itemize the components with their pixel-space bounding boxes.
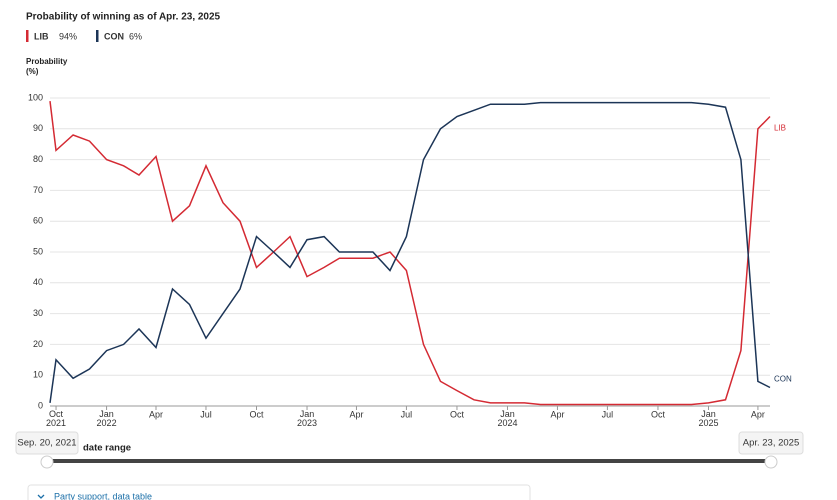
slider-handle[interactable]	[40, 455, 54, 469]
end-label: LIB	[774, 124, 786, 133]
y-tick-label: 10	[33, 370, 43, 380]
legend-value: 6%	[129, 31, 142, 41]
x-tick-label: Jul	[200, 409, 212, 419]
legend-value: 94%	[59, 31, 77, 41]
x-tick-label: Oct 2021	[46, 409, 66, 428]
range-end: Apr. 23, 2025	[743, 438, 800, 449]
series-line	[49, 101, 771, 404]
end-label: CON	[774, 375, 792, 384]
x-tick-label: Jul	[602, 409, 614, 419]
x-tick-label: Jan 2024	[497, 409, 517, 428]
x-tick-label: Jan 2022	[97, 409, 117, 428]
y-tick-label: 70	[33, 185, 43, 195]
table-panel[interactable]	[27, 484, 531, 500]
table-link[interactable]: Party support, data table	[54, 491, 152, 500]
x-tick-label: Apr	[149, 409, 163, 419]
x-tick-label: Oct	[651, 409, 666, 419]
x-tick-label: Jan 2025	[698, 409, 718, 428]
legend-name: CON	[104, 31, 124, 41]
x-tick-label: Apr	[349, 409, 363, 419]
x-tick-label: Oct	[450, 409, 465, 419]
x-tick-label: Apr	[751, 409, 765, 419]
tooltip	[738, 431, 804, 455]
y-tick-label: 100	[28, 92, 43, 102]
x-tick-label: Jul	[401, 409, 413, 419]
y-axis-title: (%)	[26, 67, 39, 76]
range-label: date range	[83, 443, 131, 454]
y-tick-label: 60	[33, 216, 43, 226]
tooltip	[15, 431, 79, 455]
legend-swatch	[26, 30, 29, 42]
y-tick-label: 20	[33, 339, 43, 349]
legend-swatch	[96, 30, 99, 42]
series-line	[49, 101, 771, 406]
y-tick-label: 50	[33, 246, 43, 256]
x-tick-label: Jan 2023	[297, 409, 317, 428]
chart-title: Probability of winning as of Apr. 23, 20…	[26, 12, 221, 23]
y-tick-label: 0	[38, 400, 43, 410]
slider-handle[interactable]	[764, 455, 778, 469]
y-tick-label: 90	[33, 123, 43, 133]
y-tick-label: 30	[33, 308, 43, 318]
legend-name: LIB	[34, 31, 49, 41]
y-tick-label: 40	[33, 277, 43, 287]
y-tick-label: 80	[33, 154, 43, 164]
chevron	[37, 494, 45, 499]
y-axis-title: Probability	[26, 57, 68, 66]
range-start: Sep. 20, 2021	[17, 438, 76, 449]
x-tick-label: Apr	[550, 409, 564, 419]
x-tick-label: Oct	[249, 409, 264, 419]
